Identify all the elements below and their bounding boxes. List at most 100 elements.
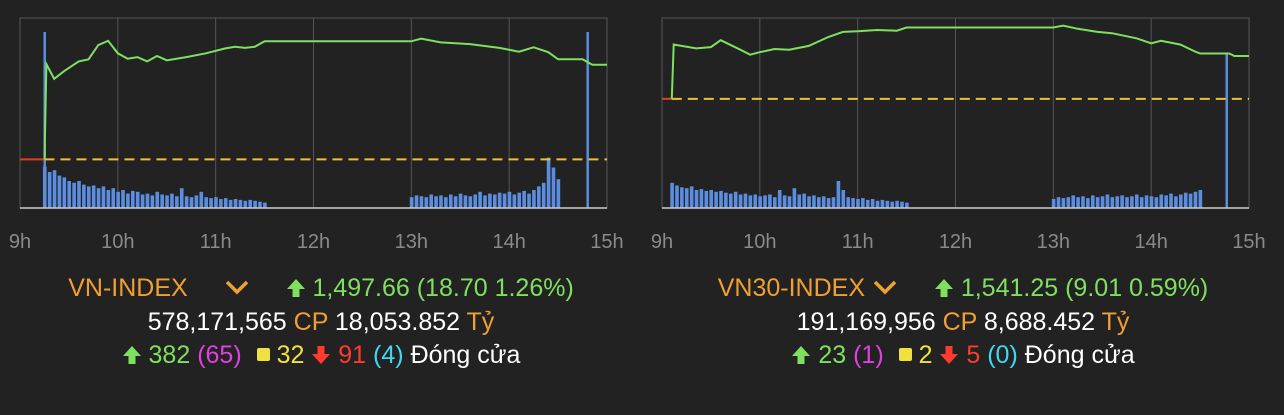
volume-bar: [1134, 194, 1139, 208]
volume-bar: [821, 196, 826, 208]
x-tick-label: 10h: [101, 231, 134, 253]
index-value: 1,541.25: [960, 274, 1059, 302]
x-tick-label: 13h: [395, 231, 428, 253]
volume-bar: [861, 198, 865, 208]
ceiling-count: (1): [853, 341, 884, 369]
volume-bar: [1149, 196, 1154, 208]
volume-bar: [699, 189, 704, 208]
volume-bar: [199, 191, 204, 208]
volume-bar: [91, 185, 96, 208]
volume-bar: [1090, 195, 1095, 208]
volume-bar: [204, 197, 208, 208]
index-change: (9.01 0.59%): [1065, 274, 1209, 302]
volume-bar: [905, 202, 909, 208]
volume-bar: [214, 197, 218, 208]
volume-bar: [473, 194, 478, 208]
volume-bar: [1061, 198, 1066, 208]
volume-bar: [817, 197, 821, 208]
volume-bar: [704, 190, 709, 208]
volume-bar: [1076, 197, 1080, 208]
volume-bar: [1066, 197, 1071, 208]
volume-bar: [831, 197, 836, 208]
volume-bar: [67, 181, 72, 208]
volume-bar: [1051, 199, 1056, 208]
volume-bar: [895, 200, 899, 208]
volume-bar: [1169, 193, 1173, 208]
x-tick-label: 12h: [297, 231, 330, 253]
volume-bar: [1120, 195, 1124, 208]
volume-bar: [1081, 196, 1085, 208]
volume-bar: [900, 201, 904, 208]
volume-bar: [551, 167, 556, 208]
volume-bar: [1095, 197, 1100, 208]
volume-bar: [1159, 194, 1164, 208]
advancers-count: 23: [818, 341, 847, 369]
volume-bar: [82, 184, 86, 208]
volume-bar: [851, 198, 855, 208]
x-tick-label: 9h: [9, 231, 31, 253]
volume-bar: [870, 199, 875, 208]
unchanged-count: 32: [276, 341, 305, 369]
volume-bar: [179, 188, 184, 208]
volume-bar: [802, 193, 806, 208]
volume-bar: [753, 194, 758, 208]
volume-bar: [546, 157, 551, 208]
breadth-line: 382 (65) 32 91 (4) Đóng cửa: [0, 341, 642, 370]
x-tick-label: 15h: [590, 231, 623, 253]
x-tick-label: 14h: [492, 231, 525, 253]
volume-bar: [155, 191, 160, 208]
volume-bar: [507, 191, 512, 208]
chevron-down-icon[interactable]: [872, 278, 898, 296]
volume-bar: [492, 194, 497, 208]
volume-bar: [670, 182, 674, 208]
volume-bar: [468, 196, 473, 208]
volume-bar: [728, 193, 733, 208]
index-name: VN-INDEX: [68, 274, 188, 302]
volume-bar: [875, 200, 880, 208]
volume-bar: [1056, 197, 1061, 208]
volume-bar: [675, 185, 679, 208]
market-status: Đóng cửa: [410, 341, 521, 369]
volume-bar: [414, 195, 419, 208]
volume-bar: [743, 193, 748, 208]
index-change: (18.70 1.26%): [416, 274, 574, 302]
volume-bar: [694, 190, 699, 208]
ceiling-count: (65): [197, 341, 242, 369]
arrow-down-icon: [940, 346, 959, 364]
volume-bar: [111, 188, 116, 208]
x-tick-label: 12h: [939, 231, 972, 253]
volume-bar: [145, 193, 150, 208]
volume-bar: [724, 192, 728, 208]
volume-bar: [517, 192, 522, 208]
volume-bar: [101, 186, 106, 208]
volume-bar: [165, 195, 169, 208]
volume-bar: [709, 190, 714, 208]
index-line: [670, 24, 1249, 99]
volume-line: 191,169,956 CP 8,688.452 Tỷ: [642, 308, 1284, 337]
volume-spike: [586, 32, 589, 208]
volume-bar: [773, 197, 777, 208]
volume-bar: [556, 179, 561, 208]
volume-bar: [1183, 192, 1188, 208]
x-tick-label: 10h: [743, 231, 776, 253]
volume-bar: [458, 193, 463, 208]
volume-bar: [126, 193, 130, 208]
square-icon: [256, 348, 270, 361]
volume-bar: [1198, 190, 1203, 208]
vn-index-chart: 9h 10h 11h 12h 13h 14h 15h: [9, 17, 624, 253]
volume-bar: [131, 190, 135, 208]
volume-bar: [478, 191, 482, 208]
volume-bar: [1105, 194, 1110, 208]
volume-bar: [537, 186, 541, 208]
volume-spike: [1225, 53, 1228, 209]
volume-bar: [792, 188, 797, 208]
x-tick-label: 15h: [1232, 231, 1265, 253]
volume-unit: CP: [942, 308, 977, 336]
volume-bar: [1174, 196, 1178, 208]
volume-bar: [890, 201, 895, 208]
volume-bar: [419, 196, 424, 208]
chevron-down-icon[interactable]: [224, 278, 250, 296]
volume-bar: [72, 182, 76, 208]
volume-bar: [243, 200, 248, 208]
unchanged-count: 2: [918, 341, 933, 369]
